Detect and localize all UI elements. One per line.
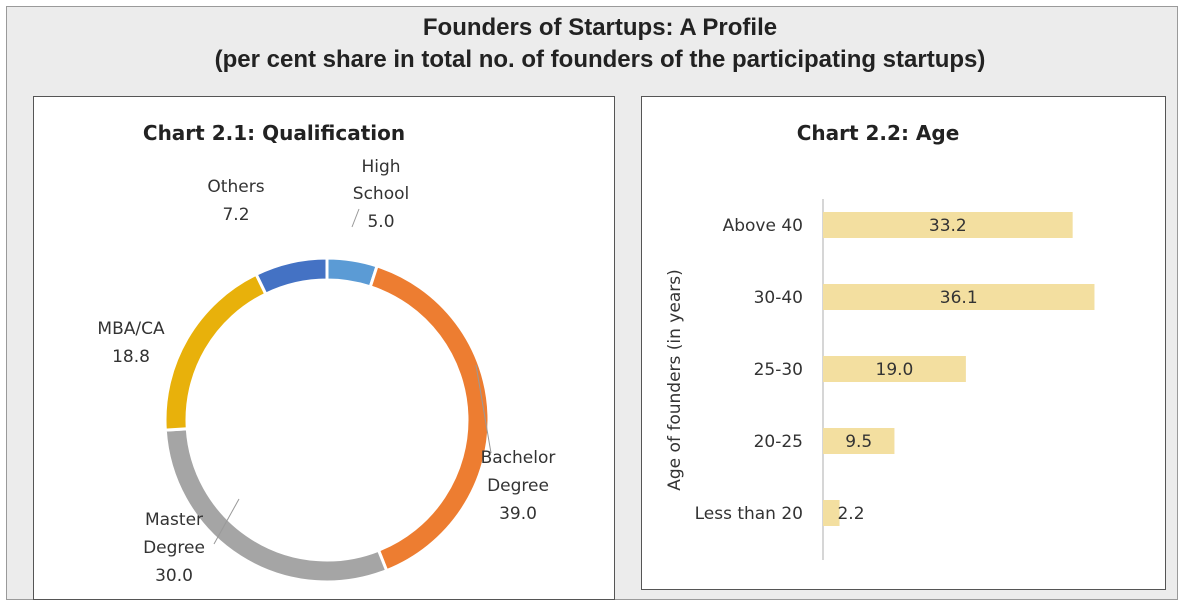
page-subtitle: (per cent share in total no. of founders… xyxy=(214,46,986,73)
age-bar-20-25 xyxy=(823,428,895,454)
age-bar-above-40 xyxy=(823,212,1073,238)
age-category-label: 20-25 xyxy=(754,432,803,452)
qualification-donut-chart: Chart 2.1: Qualification High School 5.0 Ba… xyxy=(97,121,556,586)
slice-label-master-degree: Master xyxy=(145,510,203,530)
age-bar-chart: Chart 2.2: Age Age of founders (in years… xyxy=(665,121,1095,560)
age-axis-label: Age of founders (in years) xyxy=(665,269,685,490)
slice-label-bachelor-degree: Bachelor xyxy=(481,448,556,468)
age-bar-value: 19.0 xyxy=(876,360,914,380)
age-bar-less-than-20 xyxy=(823,500,840,526)
page-title: Founders of Startups: A Profile xyxy=(422,14,778,41)
donut-slice-master-degree xyxy=(163,427,389,584)
donut-slice-mba-ca xyxy=(163,272,268,432)
age-chart-panel: Chart 2.2: Age Age of founders (in years… xyxy=(641,96,1166,590)
slice-label-high-school: High xyxy=(361,157,400,177)
age-category-label: 25-30 xyxy=(754,360,803,380)
age-category-label: Less than 20 xyxy=(695,504,803,524)
slice-value-bachelor-degree: 39.0 xyxy=(499,504,537,524)
leader-line-bachelor-degree xyxy=(475,364,492,454)
age-bar-value: 9.5 xyxy=(845,432,872,452)
slice-value-master-degree: 30.0 xyxy=(155,566,193,586)
leader-line-master-degree xyxy=(213,498,240,545)
slice-value-high-school: 5.0 xyxy=(367,212,394,232)
age-chart-title: Chart 2.2: Age xyxy=(797,121,960,145)
age-bar-value: 33.2 xyxy=(929,216,967,236)
slice-label-bachelor-degree: Degree xyxy=(487,476,549,496)
slice-label-master-degree: Degree xyxy=(143,538,205,558)
slice-label-mba-ca: MBA/CA xyxy=(97,319,165,339)
donut-slice-high-school xyxy=(325,256,379,289)
donut-slice-others xyxy=(254,256,329,297)
slice-label-high-school: School xyxy=(353,184,409,204)
age-bar-25-30 xyxy=(823,356,966,382)
donut-slice-bachelor-degree xyxy=(368,264,491,573)
slice-value-others: 7.2 xyxy=(222,205,249,225)
leader-line-high-school xyxy=(351,208,360,228)
age-category-label: 30-40 xyxy=(754,288,803,308)
slice-value-mba-ca: 18.8 xyxy=(112,347,150,367)
qualification-chart-title: Chart 2.1: Qualification xyxy=(143,121,405,145)
slice-label-others: Others xyxy=(207,177,264,197)
age-bar-value: 2.2 xyxy=(837,504,864,524)
age-category-label: Above 40 xyxy=(723,216,803,236)
age-bar-30-40 xyxy=(823,284,1095,310)
age-bar-value: 36.1 xyxy=(940,288,978,308)
qualification-chart-panel: Chart 2.1: Qualification High School 5.0 Ba… xyxy=(33,96,615,600)
